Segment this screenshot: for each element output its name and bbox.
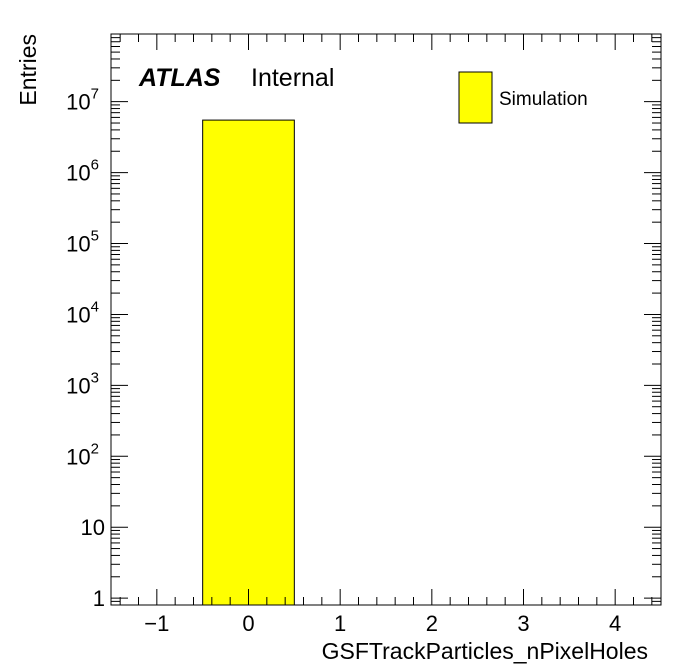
y-tick-label: 104 xyxy=(66,298,99,327)
y-tick-label-exponent: 7 xyxy=(91,86,99,103)
atlas-internal-label: ATLAS Internal xyxy=(138,64,334,92)
internal-label: Internal xyxy=(251,64,334,92)
y-tick-label: 102 xyxy=(66,440,99,469)
x-axis-label: GSFTrackParticles_nPixelHoles xyxy=(322,638,648,664)
x-tick-label: 0 xyxy=(242,611,254,636)
y-tick-label-exponent: 3 xyxy=(91,369,99,386)
y-tick-label-exponent: 2 xyxy=(91,440,99,457)
y-tick-label-base: 10 xyxy=(66,90,90,115)
y-tick-label-base: 10 xyxy=(66,232,90,257)
y-tick-label: 105 xyxy=(66,228,99,257)
y-tick-label-base: 10 xyxy=(66,373,90,398)
histogram-bar-0-0 xyxy=(202,119,295,606)
x-tick-label: 2 xyxy=(426,611,438,636)
x-tick-label: 3 xyxy=(517,611,529,636)
plot-frame xyxy=(110,33,662,606)
y-tick-label-exponent: 6 xyxy=(91,157,99,174)
y-tick-label-base: 10 xyxy=(66,444,90,469)
y-tick-label-exponent: 5 xyxy=(91,228,99,245)
x-tick-label: −1 xyxy=(144,611,169,636)
y-tick-label: 106 xyxy=(66,157,99,186)
y-tick-label-base: 10 xyxy=(66,161,90,186)
bars-layer xyxy=(202,119,295,606)
x-tick-label: 1 xyxy=(334,611,346,636)
y-tick-label: 103 xyxy=(66,369,99,398)
legend-label-simulation: Simulation xyxy=(499,89,588,110)
y-tick-label: 107 xyxy=(66,86,99,115)
y-tick-label-base: 10 xyxy=(66,302,90,327)
y-axis-label: Entries xyxy=(15,34,41,106)
y-tick-label-exponent: 4 xyxy=(91,298,99,315)
legend-swatch-simulation xyxy=(458,71,493,124)
y-tick-label: 10 xyxy=(81,515,105,540)
ticks-layer xyxy=(111,33,661,606)
x-tick-label: 4 xyxy=(609,611,621,636)
atlas-label: ATLAS xyxy=(138,64,221,92)
legend: Simulation xyxy=(458,71,588,124)
y-tick-label: 1 xyxy=(93,586,105,611)
